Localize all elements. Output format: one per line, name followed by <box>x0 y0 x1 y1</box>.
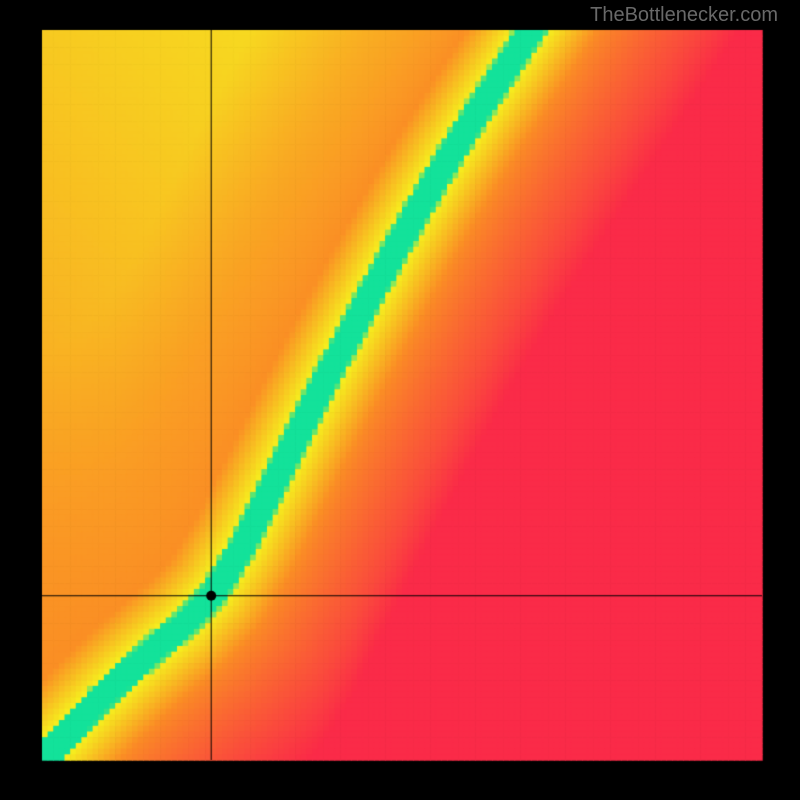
chart-container: TheBottlenecker.com <box>0 0 800 800</box>
watermark-text: TheBottlenecker.com <box>590 4 778 27</box>
heatmap-canvas <box>0 0 800 800</box>
